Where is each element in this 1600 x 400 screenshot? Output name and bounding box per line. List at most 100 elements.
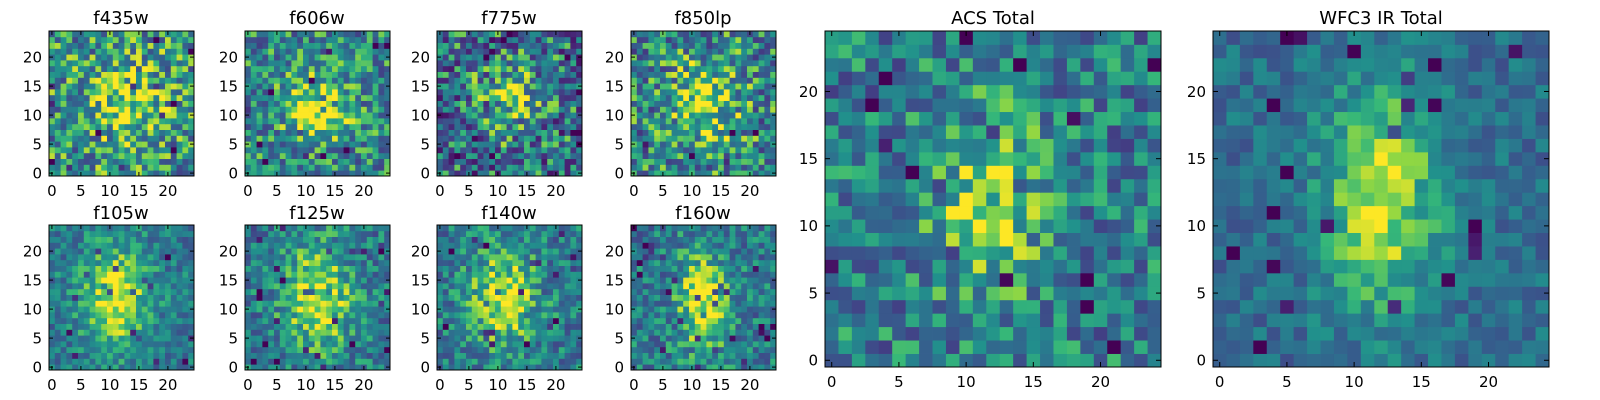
heatmap-cell bbox=[285, 364, 292, 371]
heatmap-cell bbox=[78, 129, 85, 136]
heatmap-cell bbox=[460, 230, 467, 237]
heatmap-cell bbox=[564, 254, 571, 261]
heatmap-cell bbox=[308, 65, 315, 72]
heatmap-cell bbox=[89, 300, 96, 307]
heatmap-cell bbox=[291, 335, 298, 342]
heatmap-cell bbox=[349, 89, 356, 96]
heatmap-cell bbox=[442, 94, 449, 101]
heatmap-cell bbox=[535, 83, 542, 90]
heatmap-cell bbox=[107, 323, 114, 330]
heatmap-cell bbox=[118, 60, 125, 67]
heatmap-cell bbox=[308, 323, 315, 330]
heatmap-cell bbox=[279, 100, 286, 107]
heatmap-cell bbox=[524, 236, 531, 243]
heatmap-cell bbox=[576, 312, 583, 319]
heatmap-cell bbox=[320, 152, 327, 159]
heatmap-cell bbox=[314, 152, 321, 159]
heatmap-cell bbox=[332, 271, 339, 278]
heatmap-cell bbox=[477, 236, 484, 243]
heatmap-cell bbox=[735, 118, 742, 125]
heatmap-cell bbox=[268, 259, 275, 266]
heatmap-cell bbox=[170, 306, 177, 313]
heatmap-cell bbox=[256, 225, 263, 232]
heatmap-cell bbox=[489, 106, 496, 113]
heatmap-cell bbox=[752, 54, 759, 61]
heatmap-cell bbox=[107, 230, 114, 237]
heatmap-cell bbox=[454, 118, 461, 125]
heatmap-cell bbox=[752, 352, 759, 359]
heatmap-cell bbox=[466, 94, 473, 101]
heatmap-cell bbox=[495, 152, 502, 159]
heatmap-cell bbox=[89, 277, 96, 284]
heatmap-cell bbox=[118, 335, 125, 342]
heatmap-cell bbox=[694, 112, 701, 119]
heatmap-cell bbox=[349, 106, 356, 113]
heatmap-cell bbox=[466, 236, 473, 243]
heatmap-cell bbox=[355, 89, 362, 96]
heatmap-cell bbox=[332, 60, 339, 67]
heatmap-cell bbox=[355, 358, 362, 365]
heatmap-cell bbox=[547, 323, 554, 330]
heatmap-cell bbox=[547, 164, 554, 171]
heatmap-cell bbox=[706, 112, 713, 119]
heatmap-cell bbox=[274, 94, 281, 101]
heatmap-cell bbox=[706, 147, 713, 154]
heatmap-cell bbox=[170, 265, 177, 272]
heatmap-cell bbox=[564, 352, 571, 359]
heatmap-cell bbox=[101, 254, 108, 261]
heatmap-cell bbox=[741, 106, 748, 113]
heatmap-cell bbox=[89, 312, 96, 319]
heatmap-cell bbox=[506, 141, 513, 148]
heatmap-cell bbox=[314, 48, 321, 55]
heatmap-cell bbox=[665, 288, 672, 295]
heatmap-cell bbox=[671, 118, 678, 125]
heatmap-cell bbox=[448, 170, 455, 177]
heatmap-cell bbox=[758, 71, 765, 78]
heatmap-cell bbox=[460, 306, 467, 313]
heatmap-cell bbox=[159, 48, 166, 55]
heatmap-cell bbox=[466, 352, 473, 359]
heatmap-cell bbox=[558, 300, 565, 307]
heatmap-cell bbox=[518, 123, 525, 130]
heatmap-cell bbox=[250, 147, 257, 154]
heatmap-cell bbox=[483, 283, 490, 290]
heatmap-cell bbox=[182, 288, 189, 295]
heatmap-cell bbox=[489, 147, 496, 154]
heatmap-cell bbox=[101, 364, 108, 371]
heatmap-cell bbox=[320, 89, 327, 96]
heatmap-cell bbox=[524, 346, 531, 353]
heatmap-cell bbox=[141, 236, 148, 243]
heatmap-cell bbox=[524, 323, 531, 330]
heatmap-cell bbox=[332, 242, 339, 249]
heatmap-cell bbox=[518, 225, 525, 232]
heatmap-cell bbox=[285, 60, 292, 67]
heatmap-cell bbox=[355, 294, 362, 301]
heatmap-cell bbox=[72, 65, 79, 72]
heatmap-cell bbox=[718, 317, 725, 324]
heatmap-cell bbox=[747, 106, 754, 113]
heatmap-cell bbox=[343, 277, 350, 284]
heatmap-cell bbox=[343, 100, 350, 107]
heatmap-cell bbox=[654, 317, 661, 324]
heatmap-cell bbox=[535, 335, 542, 342]
heatmap-cell bbox=[107, 152, 114, 159]
heatmap-cell bbox=[147, 71, 154, 78]
heatmap-cell bbox=[706, 141, 713, 148]
heatmap-cell bbox=[314, 306, 321, 313]
heatmap-cell bbox=[553, 230, 560, 237]
heatmap-cell bbox=[112, 48, 119, 55]
heatmap-cell bbox=[66, 364, 73, 371]
heatmap-cell bbox=[159, 236, 166, 243]
heatmap-cell bbox=[460, 259, 467, 266]
heatmap-cell bbox=[564, 225, 571, 232]
heatmap-cell bbox=[72, 31, 79, 38]
heatmap-cell bbox=[729, 306, 736, 313]
heatmap-cell bbox=[535, 118, 542, 125]
heatmap-cell bbox=[524, 65, 531, 72]
heatmap-cell bbox=[130, 236, 137, 243]
heatmap-cell bbox=[176, 83, 183, 90]
heatmap-cell bbox=[78, 352, 85, 359]
heatmap-cell bbox=[262, 65, 269, 72]
heatmap-cell bbox=[297, 323, 304, 330]
heatmap-cell bbox=[303, 358, 310, 365]
